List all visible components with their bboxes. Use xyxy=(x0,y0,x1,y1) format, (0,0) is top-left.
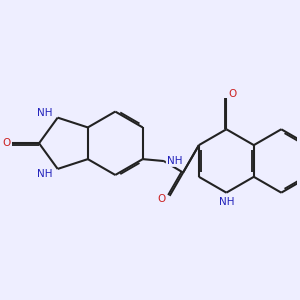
Text: O: O xyxy=(2,138,11,148)
Text: O: O xyxy=(158,194,166,204)
Text: NH: NH xyxy=(219,197,234,207)
Text: NH: NH xyxy=(167,156,182,166)
Text: NH: NH xyxy=(38,108,53,118)
Text: O: O xyxy=(228,89,236,99)
Text: NH: NH xyxy=(38,169,53,179)
